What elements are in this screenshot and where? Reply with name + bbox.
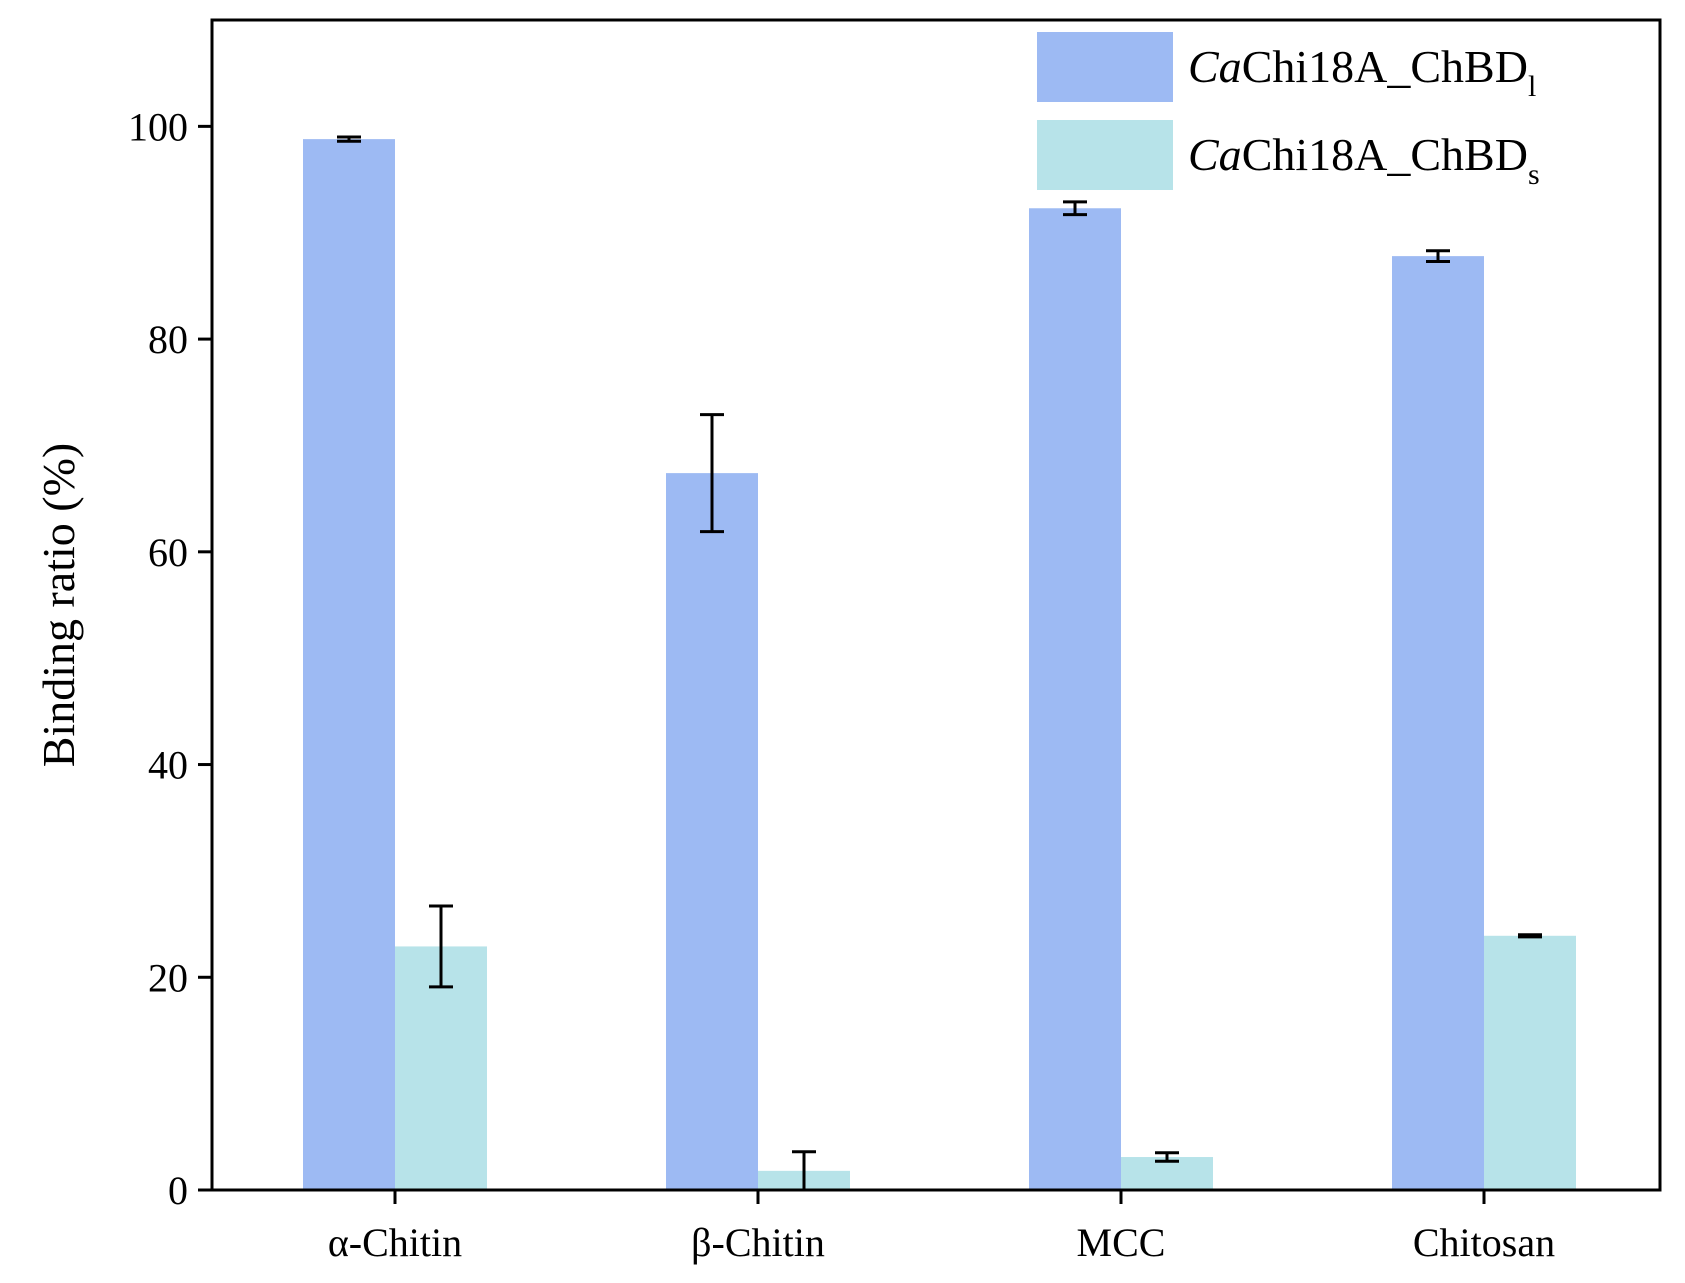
- bars-layer: [303, 139, 1576, 1190]
- error-bar-chbds-4: [1518, 933, 1542, 939]
- error-bar-chbds-1: [429, 904, 453, 989]
- legend-swatch: [1037, 32, 1173, 102]
- x-tick-label: α-Chitin: [328, 1220, 462, 1265]
- y-tick-label: 20: [148, 955, 188, 1000]
- y-tick-label: 40: [148, 743, 188, 788]
- x-tick-label: Chitosan: [1413, 1220, 1555, 1265]
- x-axis: α-Chitin β-Chitin MCC Chitosan: [328, 1190, 1555, 1265]
- bar-chbdl-2: [666, 473, 758, 1190]
- y-tick-label: 0: [168, 1168, 188, 1213]
- error-bars-layer: [337, 135, 1542, 1192]
- x-tick-label: MCC: [1077, 1220, 1166, 1265]
- y-tick-label: 60: [148, 530, 188, 575]
- bar-chbds-4: [1484, 935, 1576, 1190]
- x-tick-label: β-Chitin: [691, 1220, 825, 1265]
- bar-chbdl-4: [1392, 256, 1484, 1190]
- error-bar-chbdl-1: [337, 135, 361, 143]
- bar-chbdl-3: [1029, 208, 1121, 1190]
- legend: CaChi18A_ChBDl CaChi18A_ChBDs: [1037, 32, 1540, 191]
- error-bar-chbds-3: [1155, 1151, 1179, 1163]
- error-bar-chbdl-3: [1063, 200, 1087, 217]
- legend-label: CaChi18A_ChBDs: [1188, 129, 1540, 191]
- legend-swatch: [1037, 120, 1173, 190]
- y-axis-title: Binding ratio (%): [33, 443, 84, 768]
- error-bar-chbdl-4: [1426, 249, 1450, 263]
- y-tick-label: 80: [148, 317, 188, 362]
- legend-item-chbds: CaChi18A_ChBDs: [1037, 120, 1540, 191]
- legend-label: CaChi18A_ChBDl: [1188, 41, 1536, 103]
- y-axis: 0 20 40 60 80 100: [128, 104, 212, 1213]
- legend-item-chbdl: CaChi18A_ChBDl: [1037, 32, 1536, 103]
- plot-frame: [210, 18, 1662, 1192]
- y-tick-label: 100: [128, 104, 188, 149]
- bar-chbdl-1: [303, 139, 395, 1190]
- error-bar-chbdl-2: [700, 413, 724, 534]
